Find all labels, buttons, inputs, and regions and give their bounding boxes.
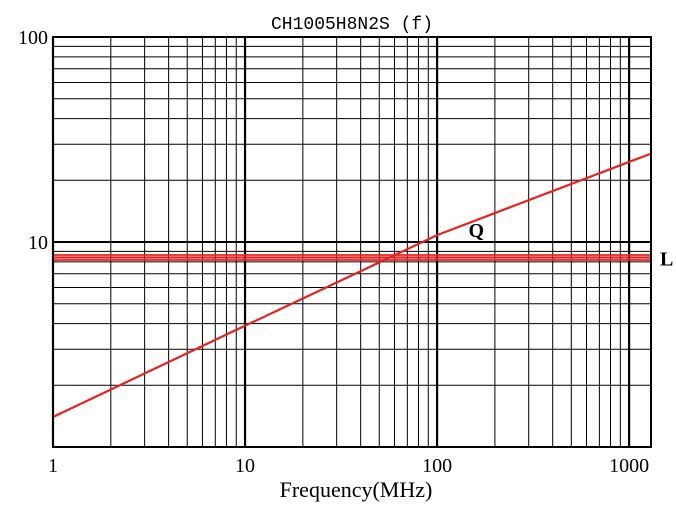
series-line-q <box>52 152 652 418</box>
y-tick-labels: 10 100 <box>18 27 48 254</box>
series-label-q: Q <box>468 220 484 242</box>
y-tick-label: 10 <box>28 232 48 254</box>
plot-frame <box>52 36 652 448</box>
grid <box>51 37 651 448</box>
series-label-l: L <box>660 249 673 271</box>
x-tick-label: 1000 <box>609 455 649 477</box>
x-tick-label: 10 <box>235 455 255 477</box>
series-layer <box>52 152 652 418</box>
chart-title: CH1005H8N2S (f) <box>271 15 433 35</box>
x-tick-label: 1 <box>48 455 58 477</box>
x-tick-labels: 1 10 100 1000 <box>48 455 649 477</box>
x-tick-label: 100 <box>422 455 452 477</box>
x-axis-label: Frequency(MHz) <box>280 477 433 502</box>
y-tick-label: 100 <box>18 27 48 49</box>
series-labels: QL <box>468 220 673 270</box>
